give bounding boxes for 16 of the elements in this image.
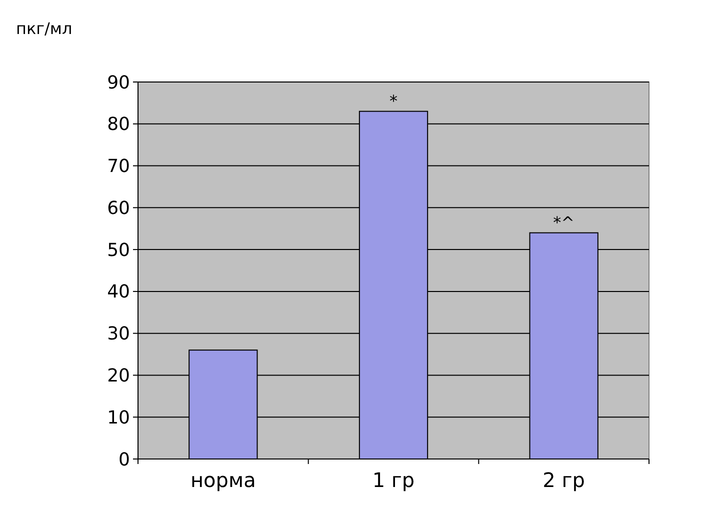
x-tick-label: 2 гр (542, 468, 585, 492)
y-axis-title: пкг/мл (16, 19, 72, 38)
y-tick-label: 0 (118, 449, 130, 470)
y-tick-label: 30 (107, 324, 130, 345)
annotation: * (390, 91, 398, 110)
annotation: *^ (553, 212, 575, 232)
x-tick-label: норма (190, 468, 256, 492)
y-tick-label: 90 (107, 72, 130, 94)
y-tick-label: 60 (107, 198, 130, 219)
y-tick-label: 70 (107, 156, 130, 178)
x-tick-label: 1 гр (372, 468, 415, 492)
y-tick-label: 40 (107, 282, 130, 303)
y-tick-label: 50 (107, 240, 130, 261)
y-tick-label: 20 (107, 366, 130, 387)
y-tick-label: 10 (107, 407, 130, 428)
y-tick-label: 80 (107, 114, 130, 136)
